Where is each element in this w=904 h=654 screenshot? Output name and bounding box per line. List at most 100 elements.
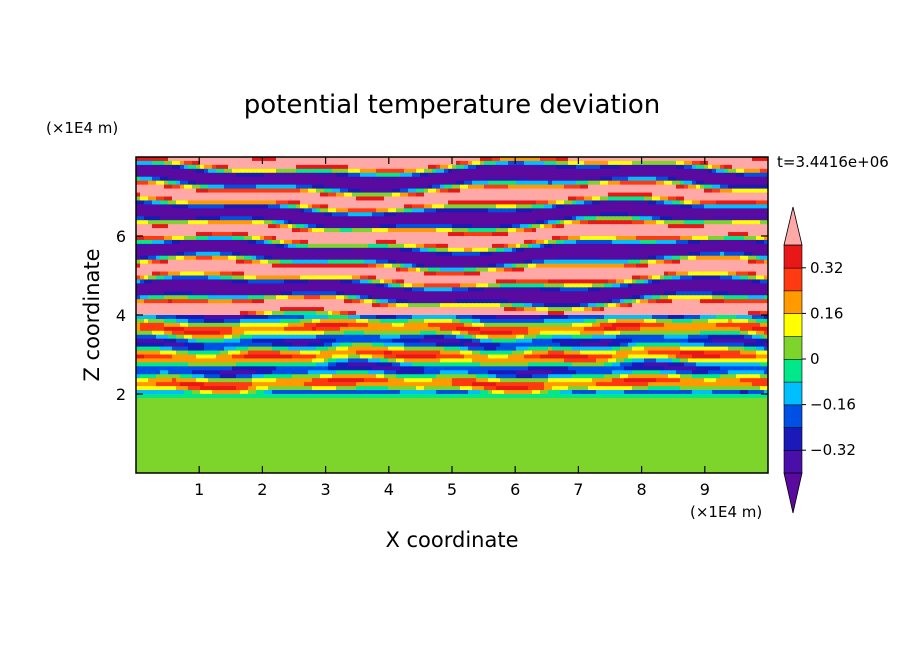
field-cell <box>408 251 413 257</box>
field-cell <box>212 192 217 198</box>
field-cell <box>608 160 613 166</box>
field-cell <box>452 220 457 225</box>
field-cell <box>188 168 193 174</box>
field-cell <box>268 251 273 257</box>
field-cell <box>340 176 345 182</box>
field-cell <box>404 212 409 217</box>
field-cell <box>704 157 709 162</box>
field-cell <box>712 228 717 233</box>
field-cell <box>260 255 265 261</box>
field-cell <box>148 188 153 194</box>
field-cell <box>320 220 325 225</box>
field-cell <box>716 188 721 194</box>
field-cell <box>168 188 173 194</box>
field-cell <box>196 239 201 245</box>
field-cell <box>564 204 569 209</box>
field-cell <box>440 275 445 281</box>
field-cell <box>344 184 349 190</box>
field-cell <box>180 192 185 198</box>
field-cell <box>504 239 509 245</box>
field-cell <box>456 180 461 186</box>
field-cell <box>680 251 685 257</box>
field-cell <box>720 212 725 217</box>
field-cell <box>412 192 417 198</box>
field-cell <box>300 208 305 213</box>
field-cell <box>176 259 181 265</box>
field-cell <box>692 176 697 182</box>
field-cell <box>400 184 405 190</box>
field-cell <box>568 164 573 170</box>
field-cell <box>280 275 285 281</box>
field-cell <box>184 172 189 178</box>
field-cell <box>208 275 213 281</box>
field-cell <box>608 212 613 217</box>
field-cell <box>716 263 721 269</box>
field-cell <box>156 160 161 166</box>
field-cell <box>708 200 713 205</box>
field-cell <box>228 157 233 162</box>
field-cell <box>144 220 149 225</box>
field-cell <box>148 255 153 261</box>
field-cell <box>612 212 617 217</box>
field-cell <box>260 200 265 205</box>
field-cell <box>136 216 141 221</box>
field-cell <box>308 279 313 284</box>
field-cell <box>640 275 645 281</box>
field-cell <box>432 251 437 257</box>
field-cell <box>436 208 441 213</box>
field-cell <box>188 275 193 281</box>
field-cell <box>544 243 549 249</box>
field-cell <box>448 176 453 182</box>
field-cell <box>624 172 629 178</box>
field-cell <box>196 168 201 174</box>
field-cell <box>252 236 257 241</box>
field-cell <box>288 176 293 182</box>
field-cell <box>224 216 229 221</box>
field-cell <box>328 220 333 225</box>
field-cell <box>420 180 425 186</box>
field-cell <box>520 239 525 245</box>
field-cell <box>708 255 713 261</box>
field-cell <box>352 188 357 194</box>
field-cell <box>616 232 621 237</box>
field-cell <box>752 212 757 217</box>
field-cell <box>308 200 313 205</box>
field-cell <box>400 180 405 186</box>
field-cell <box>308 212 313 217</box>
field-cell <box>228 168 233 174</box>
field-cell <box>536 247 541 253</box>
field-cell <box>440 196 445 202</box>
field-cell <box>392 247 397 253</box>
field-cell <box>468 192 473 198</box>
field-cell <box>440 192 445 198</box>
field-cell <box>560 255 565 261</box>
field-cell <box>604 247 609 253</box>
field-cell <box>740 251 745 257</box>
field-cell <box>416 243 421 249</box>
field-cell <box>208 212 213 217</box>
field-cell <box>752 239 757 245</box>
field-cell <box>160 232 165 237</box>
field-cell <box>672 164 677 170</box>
field-cell <box>540 243 545 249</box>
field-cell <box>488 184 493 190</box>
field-cell <box>740 263 745 269</box>
field-cell <box>264 255 269 261</box>
field-cell <box>184 228 189 233</box>
field-cell <box>536 243 541 249</box>
field-cell <box>336 279 341 284</box>
field-cell <box>440 164 445 170</box>
field-cell <box>352 263 357 269</box>
field-cell <box>208 243 213 249</box>
field-cell <box>460 259 465 265</box>
field-cell <box>264 224 269 229</box>
field-cell <box>168 239 173 245</box>
field-cell <box>648 243 653 249</box>
field-cell <box>552 208 557 213</box>
field-cell <box>520 255 525 261</box>
field-cell <box>188 263 193 269</box>
field-cell <box>348 200 353 205</box>
field-cell <box>144 204 149 209</box>
field-cell <box>196 279 201 284</box>
field-cell <box>764 212 768 217</box>
